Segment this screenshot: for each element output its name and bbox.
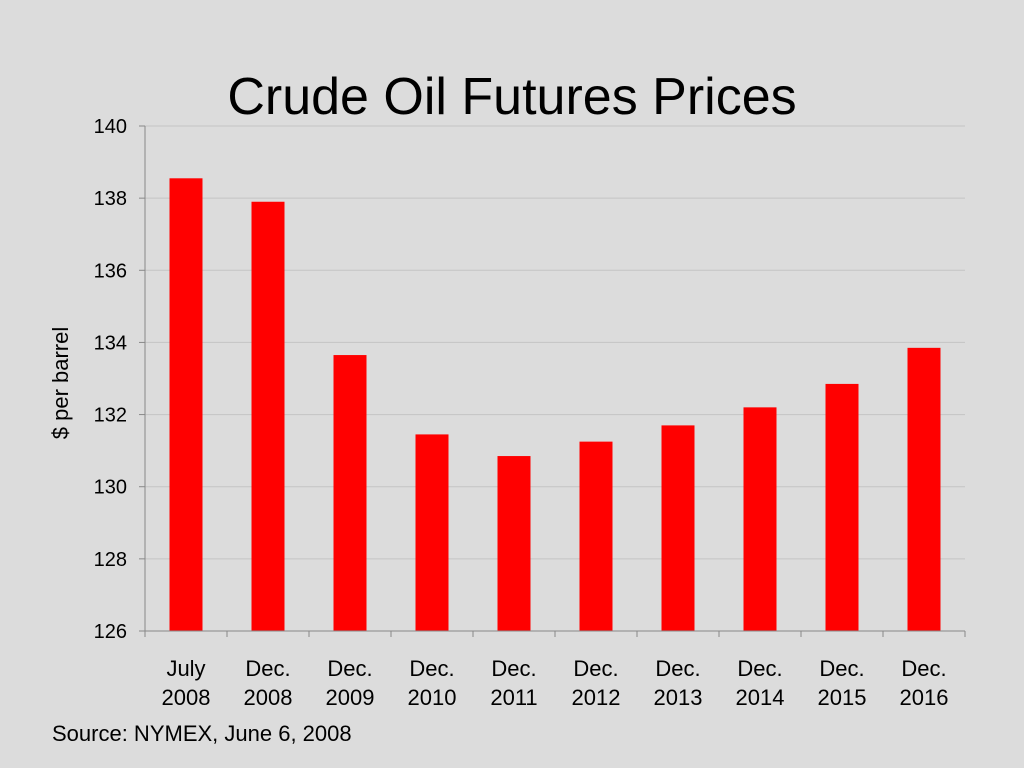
- x-tick-label: Dec. 2013: [654, 656, 703, 710]
- x-tick-label: Dec. 2009: [326, 656, 375, 710]
- x-tick-label-line: 2012: [572, 685, 621, 710]
- x-tick-label: Dec. 2014: [736, 656, 785, 710]
- bars: [169, 178, 941, 631]
- y-tick-label: 138: [94, 188, 127, 210]
- x-tick-label-line: 2016: [900, 685, 949, 710]
- x-tick-label: Dec. 2010: [408, 656, 457, 710]
- x-tick-label-line: Dec.: [901, 656, 946, 681]
- bar: [251, 201, 285, 631]
- x-tick-label-line: July: [166, 656, 205, 681]
- y-tick-label: 134: [94, 332, 127, 354]
- x-tick-label: July 2008: [162, 656, 211, 710]
- bar: [661, 425, 695, 631]
- y-tick-label: 128: [94, 549, 127, 571]
- x-tick-label-line: Dec.: [409, 656, 454, 681]
- y-tick-label: 140: [94, 116, 127, 138]
- source-note: Source: NYMEX, June 6, 2008: [52, 721, 352, 746]
- x-tick-label-line: 2009: [326, 685, 375, 710]
- x-tick-label: Dec. 2015: [818, 656, 867, 710]
- x-tick-label: Dec. 2011: [490, 656, 537, 710]
- x-tick-label: Dec. 2016: [900, 656, 949, 710]
- x-tick-label-line: Dec.: [327, 656, 372, 681]
- x-tick-label-line: 2014: [736, 685, 785, 710]
- y-axis-title: $ per barrel: [48, 327, 73, 440]
- y-tick-label: 136: [94, 260, 127, 282]
- bar: [579, 441, 613, 631]
- x-tick-label-line: Dec.: [655, 656, 700, 681]
- bar: [825, 383, 859, 631]
- x-tick-label: Dec. 2012: [572, 656, 621, 710]
- x-tick-label-line: 2008: [244, 685, 293, 710]
- y-tick-label: 132: [94, 405, 127, 427]
- x-tick-label-line: 2010: [408, 685, 457, 710]
- bar: [743, 407, 777, 631]
- x-tick-label-line: 2015: [818, 685, 867, 710]
- bar: [333, 355, 367, 631]
- x-tick-label: Dec. 2008: [244, 656, 293, 710]
- x-tick-label-line: Dec.: [245, 656, 290, 681]
- x-tick-label-line: Dec.: [573, 656, 618, 681]
- slide-title: Crude Oil Futures Prices: [227, 68, 797, 126]
- x-tick-label-line: Dec.: [737, 656, 782, 681]
- bar: [169, 178, 203, 631]
- x-tick-label-line: 2011: [490, 685, 537, 710]
- x-tick-labels: July 2008 Dec. 2008 Dec. 2009 Dec. 2010 Dec. 2011…: [144, 631, 966, 710]
- bar: [415, 434, 449, 631]
- bar: [497, 456, 531, 631]
- x-tick-label-line: Dec.: [819, 656, 864, 681]
- x-tick-label-line: 2013: [654, 685, 703, 710]
- x-tick-label-line: 2008: [162, 685, 211, 710]
- y-tick-labels: 126 128 130 132 134 136 138 140: [94, 116, 145, 643]
- x-tick-label-line: Dec.: [491, 656, 536, 681]
- y-tick-label: 130: [94, 477, 127, 499]
- y-tick-label: 126: [94, 621, 127, 643]
- bar: [907, 347, 941, 631]
